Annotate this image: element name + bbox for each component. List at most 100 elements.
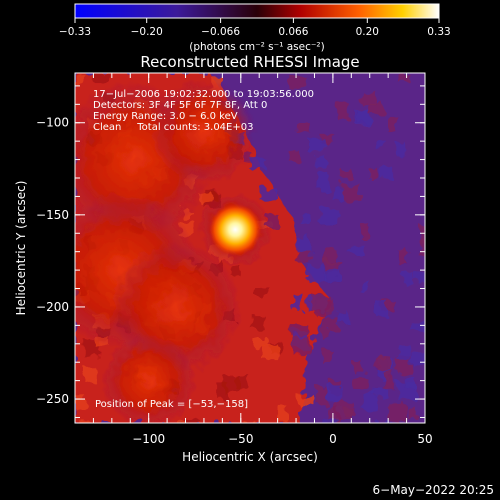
image-speckle	[301, 214, 311, 226]
annotation-block: 17−Jul−2006 19:02:32.000 to 19:03:56.000…	[93, 89, 314, 133]
image-speckle	[76, 75, 86, 86]
image-speckle	[311, 293, 329, 312]
image-speckle	[382, 371, 395, 390]
image-speckle	[361, 225, 371, 240]
image-speckle	[320, 208, 338, 225]
footer-date: 6−May−2022 20:25	[373, 483, 495, 497]
image-speckle	[297, 395, 315, 406]
y-tick-label: −100	[36, 116, 69, 130]
image-speckle	[332, 190, 345, 201]
image-speckle	[293, 337, 310, 355]
image-speckle	[261, 188, 278, 202]
image-speckle	[198, 193, 214, 203]
image-speckle	[343, 184, 361, 201]
image-speckle	[326, 384, 342, 401]
image-speckle	[362, 91, 376, 106]
image-speckle	[369, 168, 379, 179]
image-speckle	[307, 138, 325, 152]
y-tick-label: −200	[36, 300, 69, 314]
x-tick-label: 50	[417, 432, 432, 446]
y-tick-label: −250	[36, 392, 69, 406]
image-speckle	[289, 151, 301, 162]
image-speckle	[289, 75, 305, 89]
colorbar-ticks: −0.33 −0.20 −0.066 0.066 0.20 0.33	[59, 18, 451, 38]
image-speckle	[308, 264, 326, 282]
image-speckle	[333, 400, 352, 419]
colorbar-unit-label: (photons cm⁻² s⁻¹ asec⁻²)	[189, 41, 324, 53]
image-speckle	[223, 376, 239, 394]
image-speckle	[387, 114, 397, 132]
chart-title: Reconstructed RHESSI Image	[140, 53, 359, 71]
image-speckle	[79, 420, 94, 423]
image-speckle	[297, 249, 310, 264]
image-speckle	[389, 403, 406, 422]
image-speckle	[404, 377, 416, 388]
image-speckle	[322, 416, 337, 423]
image-speckle	[396, 142, 406, 156]
image-speckle	[377, 357, 392, 371]
image-speckle	[375, 139, 385, 149]
image-speckle	[376, 420, 393, 423]
annotation-clean-counts: Clean Total counts: 3.04E+03	[93, 122, 253, 133]
colorbar-tick-label: −0.066	[201, 26, 240, 38]
image-speckle	[403, 272, 414, 284]
x-tick-label: −50	[228, 432, 253, 446]
image-speckle	[374, 387, 389, 398]
image-speckle	[84, 367, 96, 382]
image-speckle	[319, 134, 335, 143]
image-speckle	[324, 271, 342, 282]
colorbar: −0.33 −0.20 −0.066 0.066 0.20 0.33 (photons c…	[59, 3, 451, 53]
image-speckle	[359, 280, 369, 292]
image-speckle	[337, 311, 348, 323]
image-speckle	[243, 420, 256, 423]
peak-source	[209, 203, 262, 256]
colorbar-tick-label: 0.066	[278, 26, 308, 38]
image-speckle	[292, 293, 303, 311]
image-speckle	[324, 260, 341, 275]
image-speckle	[322, 317, 338, 330]
colorbar-tick-label: 0.33	[427, 26, 450, 38]
image-speckle	[398, 345, 411, 362]
image-speckle	[353, 380, 370, 389]
image-speckle	[317, 387, 328, 405]
y-tick-label: −150	[36, 208, 69, 222]
colorbar-gradient	[74, 3, 440, 19]
colorbar-tick-label: 0.20	[356, 26, 379, 38]
image-speckle	[184, 417, 199, 423]
colorbar-tick-label: −0.33	[59, 26, 91, 38]
image-speckle	[324, 247, 335, 265]
image-speckle	[353, 363, 364, 374]
image-speckle	[397, 73, 410, 82]
image-speckle	[414, 270, 425, 282]
image-speckle	[296, 123, 311, 133]
image-speckle	[231, 266, 241, 276]
colorbar-tick-label: −0.20	[131, 26, 163, 38]
image-speckle	[176, 421, 186, 423]
image-speckle	[262, 344, 279, 360]
image-speckle	[380, 167, 394, 180]
image-speckle	[278, 405, 287, 422]
image-speckle	[411, 353, 425, 365]
y-axis-label: Heliocentric Y (arcsec)	[14, 181, 28, 316]
image-speckle	[341, 169, 352, 179]
image-speckle	[349, 245, 365, 255]
image-speckle	[75, 395, 86, 411]
y-axis-ticks: −100 −150 −200 −250	[36, 85, 425, 418]
annotation-detectors: Detectors: 3F 4F 5F 6F 7F 8F, Att 0	[93, 100, 267, 111]
image-speckle	[363, 393, 378, 411]
image-speckle	[316, 172, 329, 190]
image-speckle	[419, 239, 425, 257]
image-speckle	[255, 287, 270, 297]
image-speckle	[93, 73, 110, 83]
x-axis-ticks: −100 −50 0 50	[74, 73, 433, 446]
peak-position-label: Position of Peak = [−53,−158]	[95, 399, 248, 410]
image-speckle	[291, 325, 309, 336]
image-speckle	[398, 251, 410, 266]
image-speckle	[295, 236, 311, 250]
annotation-time-range: 17−Jul−2006 19:02:32.000 to 19:03:56.000	[93, 89, 314, 100]
image-speckle	[376, 301, 389, 317]
image-speckle	[320, 329, 330, 339]
x-tick-label: −100	[132, 432, 165, 446]
image-speckle	[216, 383, 229, 398]
annotation-energy-range: Energy Range: 3.0 − 6.0 keV	[93, 111, 238, 122]
